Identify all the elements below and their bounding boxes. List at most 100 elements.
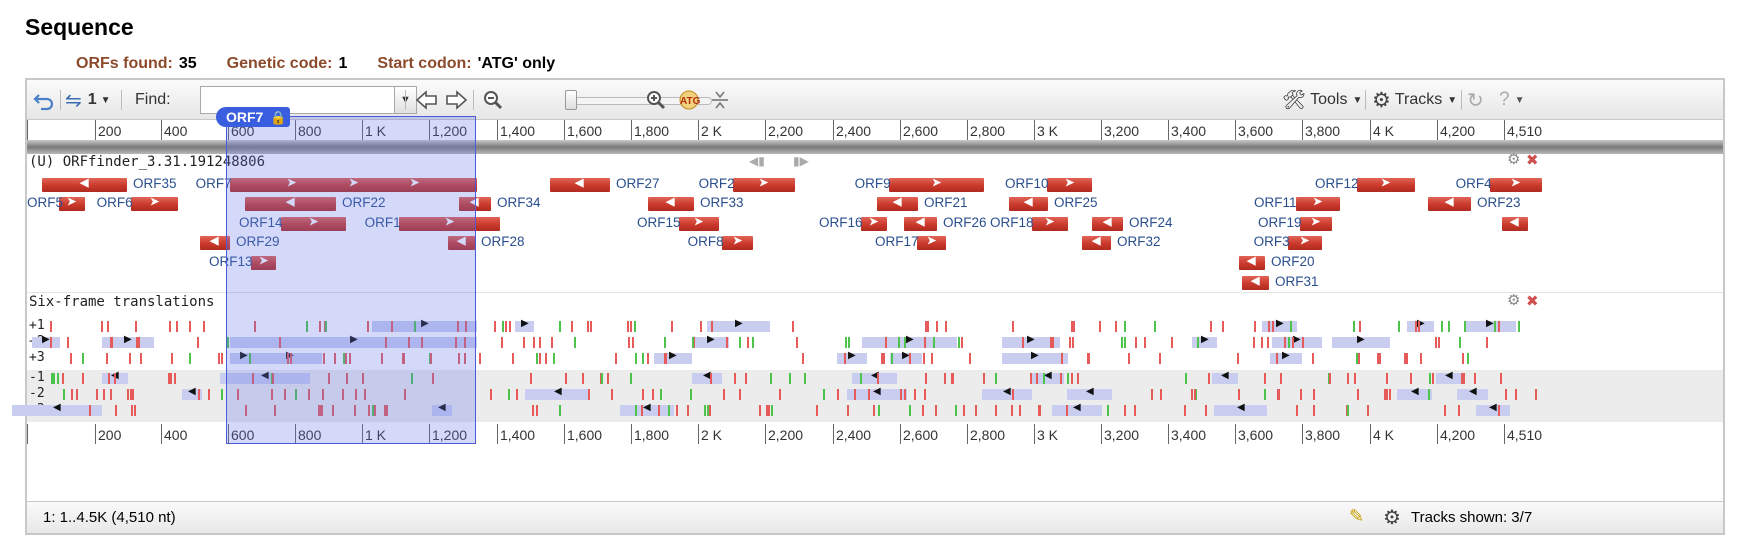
orf-feature[interactable]: ◀ (550, 177, 610, 192)
orf-label[interactable]: ORF18 (990, 215, 1034, 230)
orf-label[interactable]: ORF20 (1271, 254, 1315, 269)
orf-feature[interactable]: ➤ (679, 216, 719, 231)
translation-frame-row[interactable]: -1◀◀◀◀◀◀◀ (27, 370, 1723, 387)
orf-feature[interactable]: ➤ (59, 196, 85, 211)
orf-feature[interactable]: ➤ (861, 216, 887, 231)
gear-icon[interactable]: ⚙ (1383, 507, 1401, 529)
orf-feature[interactable]: ◀ (1242, 275, 1269, 290)
orf-feature[interactable]: ➤ (1300, 216, 1332, 231)
sequence-overview-bar[interactable] (27, 140, 1723, 154)
orf-feature[interactable]: ◀ (1502, 216, 1528, 231)
orf-label[interactable]: ORF26 (943, 215, 987, 230)
orf-feature[interactable]: ➤ (281, 216, 346, 231)
orf-feature[interactable]: ➤ (1047, 177, 1092, 192)
orf-label[interactable]: ORF7 (195, 176, 232, 191)
orf-label[interactable]: ORF8 (687, 234, 724, 249)
orf-label[interactable]: ORF23 (1477, 195, 1521, 210)
orf-label[interactable]: ORF22 (342, 195, 386, 210)
translation-frame-row[interactable]: +1 ▶ ▶ ▶ ▶ ▶ ▶ (27, 318, 1723, 335)
orf-label[interactable]: ORF14 (239, 215, 283, 230)
orf-selection-highlight[interactable] (226, 116, 476, 444)
orf-feature[interactable]: ◀ (1082, 235, 1111, 250)
selection-tag[interactable]: ORF7 🔒 (216, 107, 290, 127)
orf-label[interactable]: ORF3 (1253, 234, 1290, 249)
orf-label[interactable]: ORF19 (1258, 215, 1302, 230)
orf-label[interactable]: ORF16 (819, 215, 863, 230)
orf-feature[interactable]: ◀ (1428, 196, 1471, 211)
sequence-ruler-top[interactable]: 200 400 600 800 1 K 1,200 1,400 1,600 1,800 2 K 2,… (27, 120, 1723, 142)
sequence-ruler-bottom[interactable]: 200 400 600 800 1 K 1,200 1,400 1,600 1,800 2 K 2,… (27, 424, 1723, 446)
track-settings-icon[interactable]: ⚙ (1507, 151, 1521, 168)
orf-label[interactable]: ORF15 (637, 215, 681, 230)
zoom-out-button[interactable] (482, 88, 504, 112)
translation-frame-row[interactable]: -3◀◀◀◀◀◀ (12, 402, 1723, 419)
orf-label[interactable]: ORF32 (1117, 234, 1161, 249)
orf-label[interactable]: ORF24 (1129, 215, 1173, 230)
orf-label[interactable]: ORF4 (1455, 176, 1492, 191)
orf-label[interactable]: ORF5 (27, 195, 64, 210)
track-close-icon[interactable]: ✖ (1526, 152, 1539, 169)
tools-menu[interactable]: 🛠 Tools ▼ (1282, 88, 1362, 112)
orf-label[interactable]: ORF10 (1005, 176, 1049, 191)
orf-feature[interactable]: ◀ (904, 216, 937, 231)
orf-feature[interactable]: ◀ (877, 196, 918, 211)
help-menu[interactable]: ? ▼ (1499, 88, 1524, 112)
orf-feature[interactable]: ◀ (1009, 196, 1048, 211)
orf-feature[interactable]: ➤ (1357, 177, 1415, 192)
orf-label[interactable]: ORF2 (698, 176, 735, 191)
translation-frame-row[interactable]: +2▶▶▶▶▶▶▶▶▶ (27, 334, 1723, 351)
zoom-slider-thumb[interactable] (565, 90, 577, 110)
orf-feature[interactable]: ◀ (245, 196, 336, 211)
collapse-icon[interactable] (709, 88, 731, 112)
orf-feature[interactable]: ➤ (722, 235, 753, 250)
orf-label[interactable]: ORF9 (854, 176, 891, 191)
track-scroll-right-icon[interactable]: ▮▶ (793, 154, 809, 168)
orf-feature[interactable]: ➤ (131, 196, 178, 211)
orf-feature[interactable]: ◀ (648, 196, 694, 211)
orf-feature[interactable]: ➤ (889, 177, 984, 192)
orf-feature[interactable]: ➤ (917, 235, 946, 250)
orf-label[interactable]: ORF34 (497, 195, 541, 210)
edit-icon[interactable]: ✎ (1349, 506, 1365, 526)
pan-right-button[interactable] (444, 88, 468, 112)
track-close-icon[interactable]: ✖ (1526, 293, 1539, 310)
orf-label[interactable]: ORF27 (616, 176, 660, 191)
orf-label[interactable]: ORF13 (209, 254, 253, 269)
orf-feature[interactable]: ➤ (1296, 196, 1340, 211)
orf-feature[interactable]: ◀ (1239, 255, 1265, 270)
orf-feature[interactable]: ◀ (200, 235, 230, 250)
track-settings-icon[interactable]: ⚙ (1507, 292, 1521, 309)
orf-label[interactable]: ORF29 (236, 234, 280, 249)
tracks-menu[interactable]: ⚙ Tracks ▼ (1372, 88, 1457, 112)
translation-frame-row[interactable]: -2 ◀ ◀ ◀ ◀ ◀ ◀ ◀ (27, 386, 1723, 403)
orf-label[interactable]: ORF28 (481, 234, 525, 249)
orf-feature[interactable]: ➤ ➤ ➤ (230, 177, 477, 192)
orf-label[interactable]: ORF11 (1254, 195, 1297, 210)
refresh-icon[interactable]: ↻ (1467, 89, 1484, 112)
orf-feature[interactable]: ◀ (448, 235, 475, 250)
orf-feature[interactable]: ◀ (42, 177, 127, 192)
orf-label[interactable]: ORF33 (700, 195, 744, 210)
orf-label[interactable]: ORF12 (1315, 176, 1359, 191)
orf-label[interactable]: ORF21 (924, 195, 968, 210)
pan-left-button[interactable] (415, 88, 439, 112)
orf-feature[interactable]: ➤ (1032, 216, 1068, 231)
orf-feature[interactable]: ➤ (399, 216, 500, 231)
find-dropdown-button[interactable]: ▼ (395, 86, 417, 114)
translation-frame-row[interactable]: +3 ▶ ▶ ▶ ▶ ▶ ▶ ▶ (27, 350, 1723, 367)
track-scroll-left-icon[interactable]: ◀▮ (749, 154, 765, 168)
frames-dropdown[interactable]: ⇋ 1 ▼ (65, 88, 111, 112)
orf-label[interactable]: ORF35 (133, 176, 177, 191)
orf-label[interactable]: ORF31 (1275, 274, 1319, 289)
orf-label[interactable]: ORF25 (1054, 195, 1098, 210)
orf-feature[interactable]: ➤ (1288, 235, 1322, 250)
orf-label[interactable]: ORF1 (364, 215, 401, 230)
orf-feature[interactable]: ◀ (1092, 216, 1123, 231)
orf-feature[interactable]: ➤ (251, 255, 276, 270)
orf-label[interactable]: ORF6 (96, 195, 133, 210)
orf-feature[interactable]: ➤ (733, 177, 795, 192)
undo-icon[interactable] (33, 88, 55, 112)
orf-label[interactable]: ORF17 (875, 234, 919, 249)
orf-feature[interactable]: ➤ (1490, 177, 1542, 192)
zoom-in-button[interactable] (645, 88, 667, 112)
